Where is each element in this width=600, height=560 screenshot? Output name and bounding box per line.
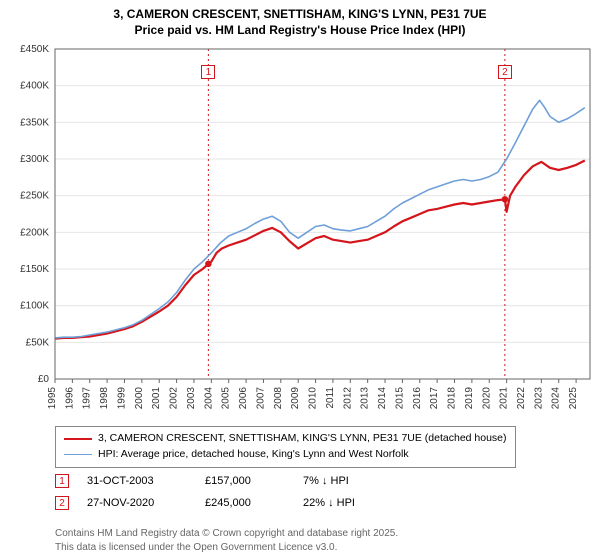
x-tick-label: 2025	[568, 387, 579, 410]
chart-area: £0 £50K £100K £150K £200K £250K £300K £350K £400…	[0, 44, 600, 414]
y-tick-label: £250K	[20, 191, 49, 202]
x-tick-label: 1997	[82, 387, 93, 410]
legend-row: HPI: Average price, detached house, King…	[64, 447, 507, 463]
sale-marker-1: 1	[201, 65, 215, 79]
x-tick-label: 2002	[169, 387, 180, 410]
sale-index: 1	[55, 474, 69, 488]
legend-label: HPI: Average price, detached house, King…	[98, 447, 409, 463]
x-tick-label: 2004	[203, 387, 214, 410]
sale-marker-2: 2	[498, 65, 512, 79]
sale-delta: 27-NOV-2020	[87, 497, 187, 509]
legend-swatch	[64, 454, 92, 456]
title-line-2: Price paid vs. HM Land Registry's House …	[0, 22, 600, 38]
x-tick-label: 2006	[238, 387, 249, 410]
x-tick-label: 2003	[186, 387, 197, 410]
x-tick-label: 1995	[47, 387, 58, 410]
x-tick-label: 2018	[447, 387, 458, 410]
x-tick-label: 2013	[360, 387, 371, 410]
legend-swatch	[64, 438, 92, 440]
x-tick-label: 2014	[377, 387, 388, 410]
x-tick-label: 2023	[533, 387, 544, 410]
x-tick-label: 2000	[134, 387, 145, 410]
y-tick-label: £300K	[20, 154, 49, 165]
chart-svg: £0 £50K £100K £150K £200K £250K £300K £350K £400…	[0, 44, 600, 414]
y-tick-label: £50K	[26, 337, 50, 348]
x-tick-label: 1998	[99, 387, 110, 410]
x-tick-label: 2017	[429, 387, 440, 410]
x-tick-label: 2019	[464, 387, 475, 410]
x-tick-label: 2022	[516, 387, 527, 410]
y-tick-label: £100K	[20, 301, 49, 312]
title-line-1: 3, CAMERON CRESCENT, SNETTISHAM, KING'S …	[0, 6, 600, 22]
legend-row: 3, CAMERON CRESCENT, SNETTISHAM, KING'S …	[64, 431, 507, 447]
footer-attribution: Contains HM Land Registry data © Crown c…	[55, 527, 398, 554]
footer-line-1: Contains HM Land Registry data © Crown c…	[55, 527, 398, 541]
x-tick-label: 1996	[64, 387, 75, 410]
sale-index: 2	[55, 496, 69, 510]
x-tick-label: 2010	[308, 387, 319, 410]
x-tick-label: 2008	[273, 387, 284, 410]
y-tick-label: £450K	[20, 44, 49, 55]
footer-line-2: This data is licensed under the Open Gov…	[55, 541, 398, 555]
y-tick-label: £400K	[20, 81, 49, 92]
x-tick-label: 2016	[412, 387, 423, 410]
x-tick-label: 2021	[499, 387, 510, 410]
y-tick-label: £150K	[20, 264, 49, 275]
x-tick-label: 2015	[394, 387, 405, 410]
sales-table: 131-OCT-2003£157,0007% ↓ HPI227-NOV-2020…	[55, 470, 393, 514]
x-tick-label: 2005	[221, 387, 232, 410]
x-tick-label: 2011	[325, 387, 336, 409]
x-tick-label: 2024	[551, 387, 562, 410]
chart-title: 3, CAMERON CRESCENT, SNETTISHAM, KING'S …	[0, 0, 600, 38]
x-tick-label: 2020	[481, 387, 492, 410]
x-tick-label: 1999	[116, 387, 127, 410]
sale-price: £245,000	[205, 497, 285, 509]
x-tick-label: 2007	[255, 387, 266, 410]
x-tick-label: 2012	[342, 387, 353, 410]
legend: 3, CAMERON CRESCENT, SNETTISHAM, KING'S …	[55, 426, 516, 468]
y-tick-label: £350K	[20, 117, 49, 128]
x-tick-label: 2001	[151, 387, 162, 410]
y-tick-label: £0	[38, 374, 50, 385]
sale-row: 131-OCT-2003£157,0007% ↓ HPI	[55, 470, 393, 492]
sale-delta: 31-OCT-2003	[87, 475, 187, 487]
sale-row: 227-NOV-2020£245,00022% ↓ HPI	[55, 492, 393, 514]
y-tick-label: £200K	[20, 227, 49, 238]
x-tick-label: 2009	[290, 387, 301, 410]
sale-price: £157,000	[205, 475, 285, 487]
legend-label: 3, CAMERON CRESCENT, SNETTISHAM, KING'S …	[98, 431, 507, 447]
